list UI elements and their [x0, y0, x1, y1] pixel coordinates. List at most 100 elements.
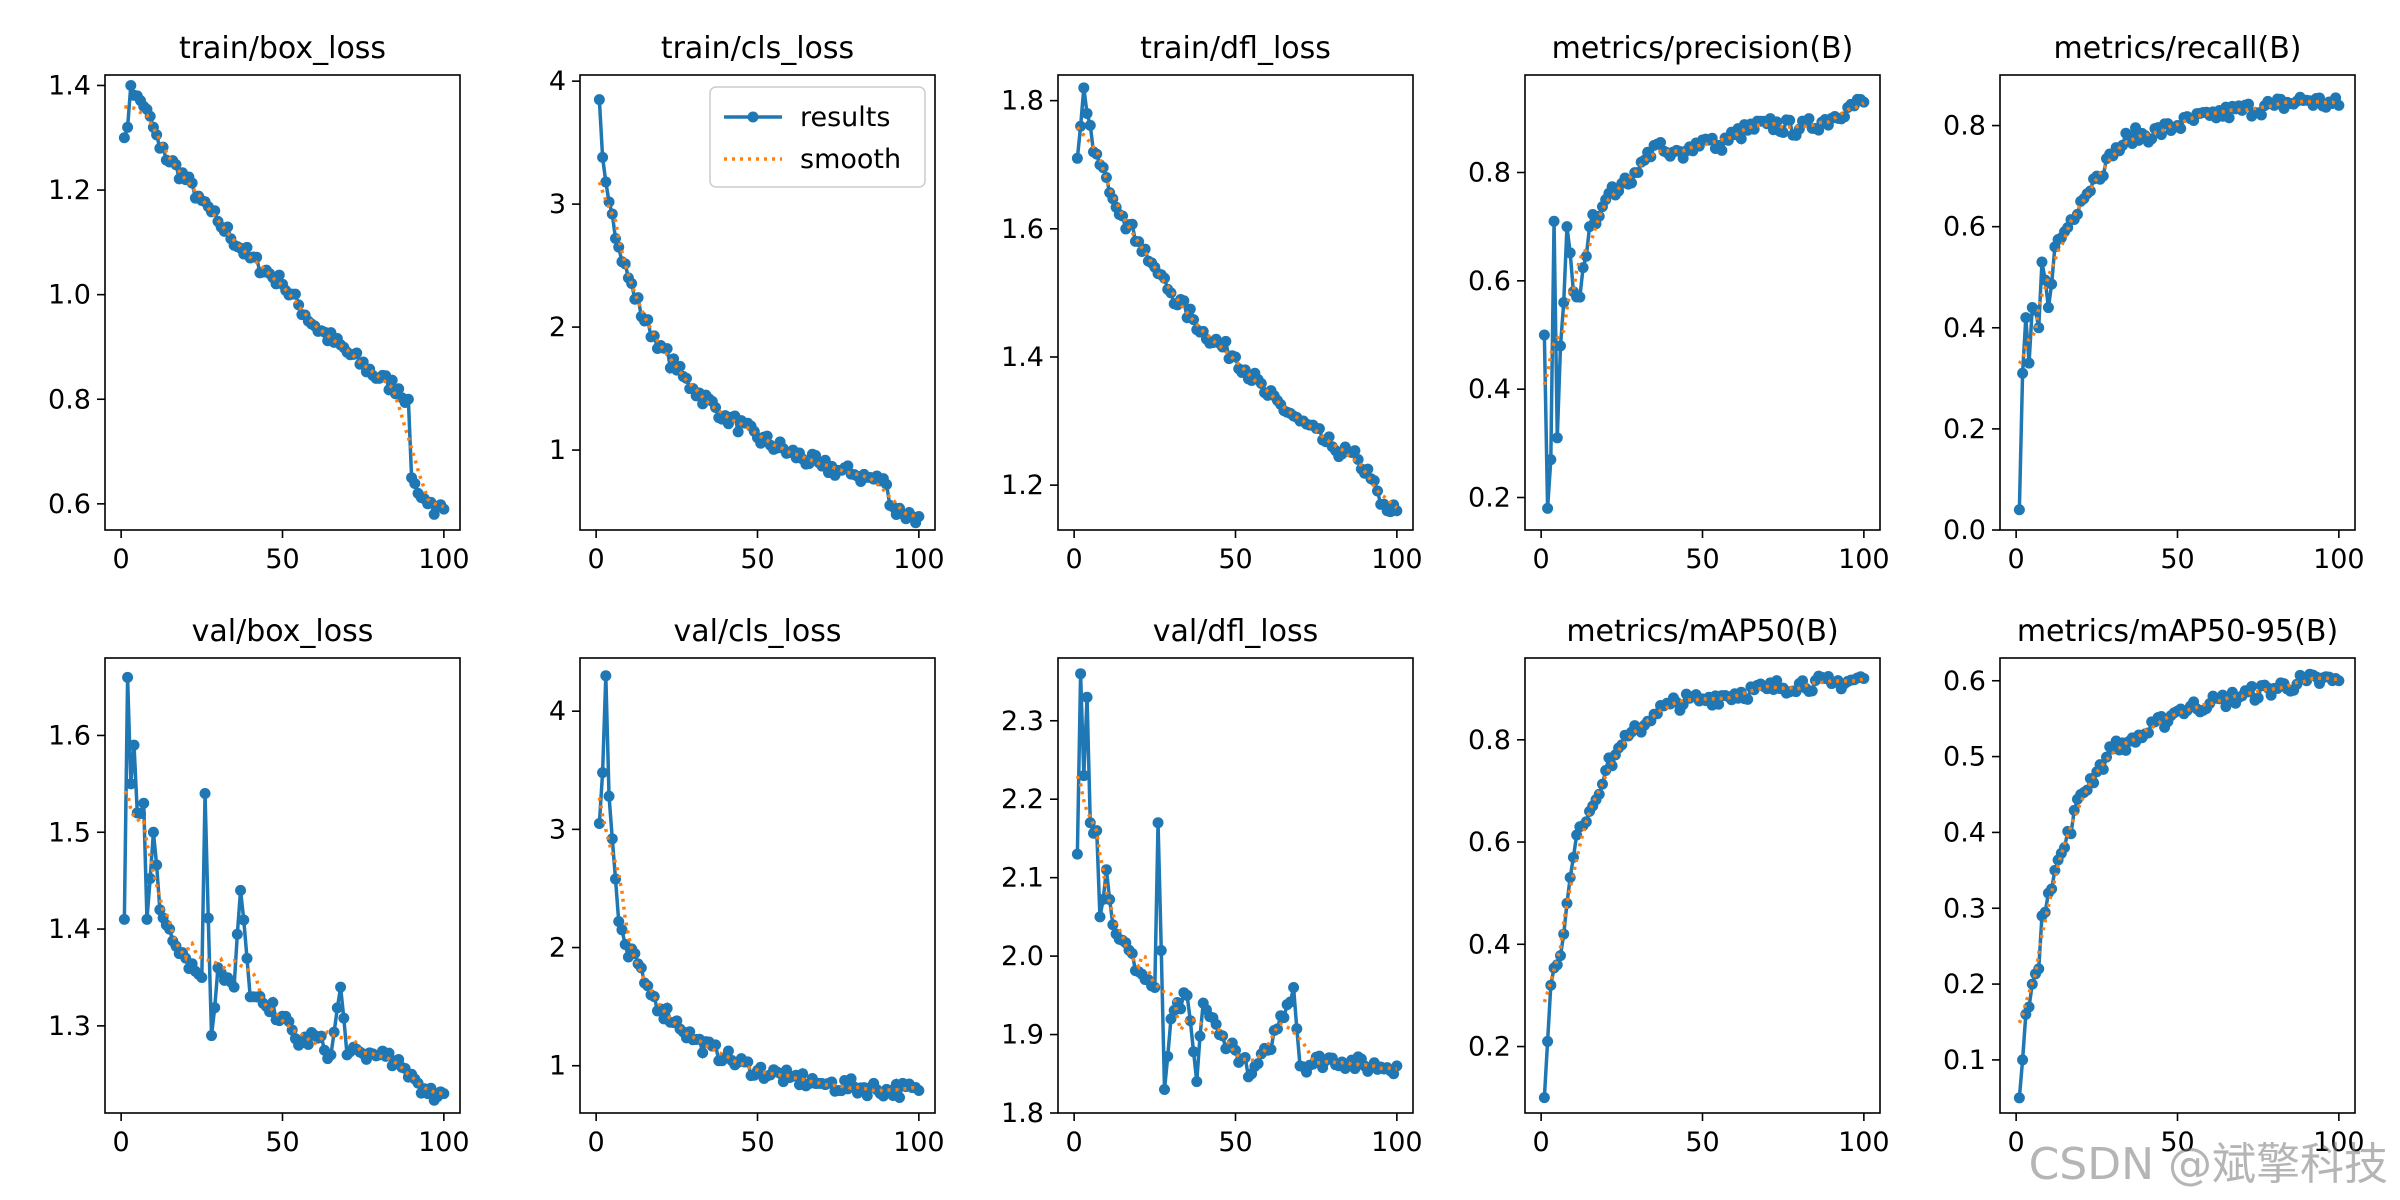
results-line	[122, 84, 446, 520]
results-point	[597, 767, 609, 779]
subplot-val-dfl-loss: val/dfl_loss 0 50 100 1.8 1.9 2.0 2.1 2.2 2.3	[1001, 614, 1423, 1158]
results-point	[1230, 351, 1241, 363]
results-point	[1577, 262, 1589, 274]
y-tick-label: 2	[549, 312, 566, 343]
results-point	[1735, 133, 1747, 145]
results-point	[1165, 1013, 1177, 1025]
smooth-line	[1542, 677, 1865, 1003]
results-point	[2046, 278, 2058, 290]
results-point	[722, 1045, 734, 1057]
results-point	[1626, 177, 1637, 189]
results-point	[1126, 947, 1138, 959]
y-tick-label: 2.1	[1001, 863, 1044, 894]
results-point	[1593, 788, 1605, 800]
legend-results-marker	[747, 111, 759, 123]
results-point	[2333, 99, 2345, 111]
y-tick-label: 0.8	[1468, 725, 1511, 756]
results-point	[1162, 1050, 1174, 1062]
results-point	[1084, 119, 1096, 131]
results-line	[1542, 97, 1865, 509]
smooth-line	[1075, 775, 1397, 1071]
results-point	[2081, 784, 2093, 796]
results-point	[393, 383, 405, 395]
results-point	[1580, 250, 1592, 262]
results-point	[1593, 210, 1605, 222]
results-point	[386, 374, 398, 386]
y-tick-label: 1.4	[48, 70, 91, 101]
results-point	[1191, 1076, 1203, 1088]
results-point	[2223, 112, 2235, 124]
results-point	[1606, 760, 1618, 772]
results-point	[1632, 167, 1644, 178]
subplot-train-dfl-loss: train/dfl_loss 0 50 100 1.2 1.4 1.6 1.8	[1001, 31, 1423, 575]
results-point	[616, 924, 628, 936]
subplot-title: metrics/precision(B)	[1552, 31, 1854, 66]
series-results	[2013, 91, 2345, 516]
results-point	[251, 251, 263, 263]
results-point	[1713, 698, 1725, 710]
results-line	[1542, 673, 1865, 1098]
subplot-val-cls-loss: val/cls_loss 0 50 100 1 2 3 4	[549, 614, 945, 1158]
results-point	[438, 503, 450, 515]
legend-box	[709, 86, 926, 188]
series-results	[118, 671, 450, 1106]
series-results	[1538, 93, 1870, 514]
results-line	[2017, 93, 2341, 510]
results-point	[642, 980, 654, 992]
results-point	[1777, 126, 1789, 138]
results-point	[593, 94, 605, 106]
results-point	[1742, 693, 1754, 705]
results-point	[1084, 817, 1096, 829]
results-point	[710, 402, 722, 414]
results-point	[1071, 152, 1083, 164]
results-point	[603, 790, 615, 802]
results-point	[283, 1015, 295, 1027]
results-point	[2030, 304, 2041, 316]
smooth-line	[123, 790, 445, 1096]
results-point	[2042, 302, 2054, 314]
x-tick-label: 0	[1066, 1127, 1083, 1158]
results-point	[2120, 744, 2132, 756]
y-tick-label: 3	[549, 189, 566, 220]
series-results	[1071, 82, 1403, 518]
results-point	[2017, 367, 2029, 379]
series-results	[593, 670, 925, 1103]
results-point	[199, 788, 211, 800]
results-point	[1716, 144, 1728, 156]
results-point	[1784, 114, 1796, 126]
results-point	[674, 360, 686, 372]
results-point	[1071, 848, 1083, 860]
results-point	[913, 510, 925, 522]
subplot-title: metrics/recall(B)	[2053, 31, 2301, 66]
x-tick-label: 0	[113, 1127, 130, 1158]
x-tick-label: 0	[588, 544, 605, 575]
results-point	[1239, 364, 1251, 376]
smooth-line	[124, 105, 445, 509]
y-tick-label: 0.2	[1943, 414, 1986, 445]
results-point	[1075, 120, 1087, 132]
results-point	[1391, 505, 1403, 517]
results-point	[593, 817, 605, 829]
y-tick-label: 1.6	[1001, 214, 1044, 245]
results-point	[742, 1056, 754, 1068]
results-point	[273, 269, 285, 281]
y-tick-label: 0.6	[48, 489, 91, 520]
results-point	[1288, 981, 1300, 993]
results-point	[1175, 1003, 1187, 1015]
subplot-metrics-map50-b-: metrics/mAP50(B) 0 50 100 0.2 0.4 0.6 0.8	[1468, 614, 1890, 1158]
results-point	[619, 258, 631, 270]
results-point	[1081, 107, 1093, 119]
y-tick-label: 2	[549, 933, 566, 964]
y-tick-label: 0.6	[1943, 212, 1986, 243]
results-point	[1558, 297, 1570, 308]
results-point	[2142, 727, 2154, 739]
results-point	[228, 981, 240, 993]
x-tick-label: 0	[1533, 1127, 1550, 1158]
x-tick-label: 0	[2008, 1127, 2025, 1158]
y-tick-label: 2.2	[1001, 784, 1044, 815]
results-point	[2020, 312, 2032, 324]
y-tick-label: 0.1	[1943, 1045, 1986, 1076]
axes-frame	[1524, 657, 1881, 1114]
results-point	[202, 912, 214, 924]
results-point	[600, 176, 612, 188]
